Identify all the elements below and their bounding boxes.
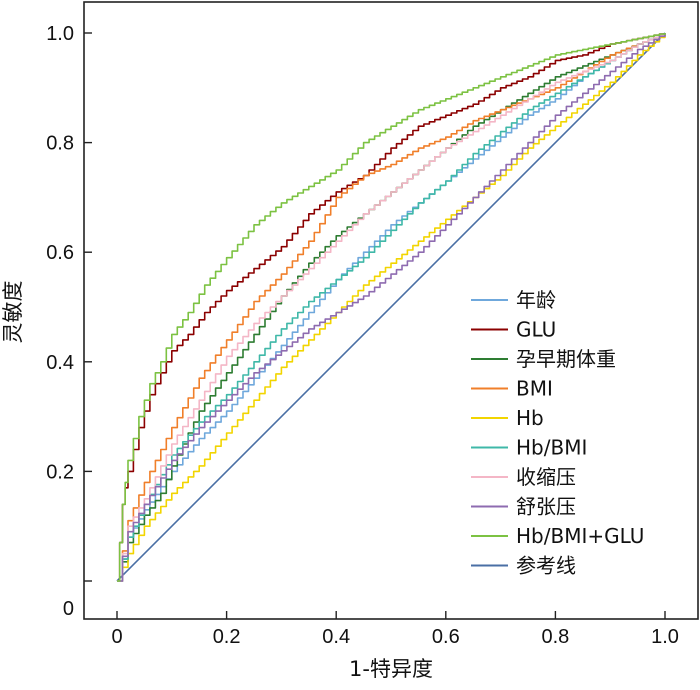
x-tick-label: 0.2 [213, 626, 241, 648]
legend-label: 舒张压 [516, 495, 576, 519]
roc-curve-6 [117, 33, 666, 582]
roc-curve-3 [117, 33, 666, 582]
roc-curve-1 [117, 33, 666, 582]
x-tick-label: 0.8 [541, 626, 569, 648]
y-axis-ticks: 0 0.2 0.4 0.6 0.8 1.0 [46, 23, 92, 620]
x-tick-label: 0 [111, 626, 122, 648]
legend-label: Hb [516, 406, 544, 430]
roc-curve-5 [117, 33, 666, 582]
y-tick-label: 0.6 [46, 242, 74, 264]
x-tick-label: 0.4 [322, 626, 350, 648]
roc-curve-4 [117, 33, 666, 582]
y-tick-label: 0.2 [46, 461, 74, 483]
x-axis-ticks: 0 0.2 0.4 0.6 0.8 1.0 [111, 611, 679, 648]
legend-label: GLU [516, 318, 556, 342]
y-tick-label: 0 [63, 598, 74, 620]
plot-frame [83, 1, 699, 620]
roc-curve-9 [116, 32, 666, 582]
legend-label: Hb/BMI+GLU [516, 524, 644, 548]
y-tick-label: 0.8 [46, 133, 74, 155]
x-tick-label: 1.0 [651, 626, 679, 648]
y-tick-label: 1.0 [46, 23, 74, 45]
roc-curve-8 [117, 33, 666, 582]
legend-label: 参考线 [516, 554, 576, 578]
legend-label: BMI [516, 377, 553, 401]
x-tick-label: 0.6 [432, 626, 460, 648]
y-axis-title: 灵敏度 [1, 281, 25, 344]
roc-curve-0 [117, 33, 666, 582]
legend-label: 孕早期体重 [516, 347, 616, 371]
y-tick-label: 0.4 [46, 352, 74, 374]
x-axis-title: 1-特异度 [349, 657, 433, 681]
legend-label: 收缩压 [516, 465, 576, 489]
roc-curves [116, 32, 666, 582]
legend-label: Hb/BMI [516, 436, 587, 460]
legend-label: 年龄 [516, 288, 556, 312]
roc-curve-7 [117, 33, 666, 582]
